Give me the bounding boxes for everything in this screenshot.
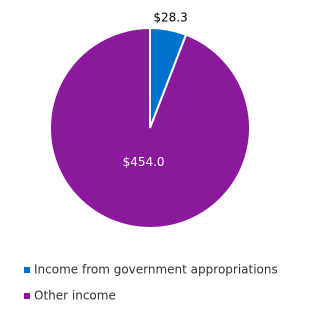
legend-marker [24,293,30,299]
pie-slice [49,26,251,229]
data-label: $28.3 [153,10,187,24]
legend-label: Other income [34,289,116,303]
chart: $28.3 $454.0 Income from government approp… [24,10,278,303]
data-label: $454.0 [123,155,165,169]
legend-label: Income from government appropriations [34,263,278,277]
legend-marker [24,267,30,273]
